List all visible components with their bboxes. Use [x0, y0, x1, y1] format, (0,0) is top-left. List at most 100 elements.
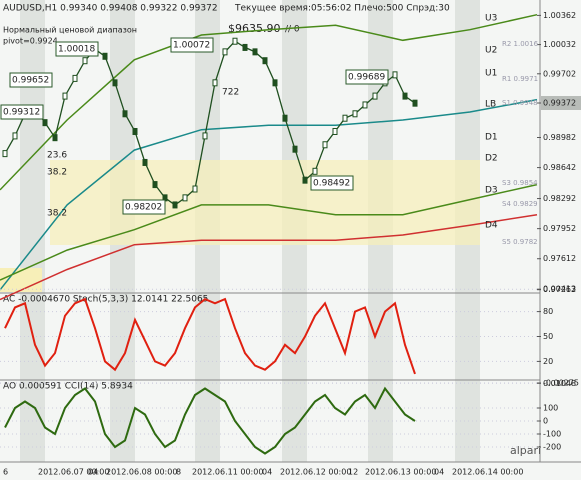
band [0, 98, 538, 291]
annotation: 1.00018 [58, 45, 95, 55]
candle [112, 79, 118, 87]
candle [62, 92, 68, 100]
candle [72, 74, 78, 82]
level-label: D3 [485, 186, 498, 196]
zone [0, 268, 42, 292]
candle [152, 181, 158, 189]
y-tick-label: 0.98642 [543, 163, 576, 172]
y-tick-label: 0.98292 [543, 194, 576, 203]
candle [292, 145, 298, 153]
level-label: D1 [485, 133, 498, 143]
price-box [541, 96, 581, 110]
y-tick-label: 0.01048 [543, 379, 576, 388]
level-label: LB [485, 100, 496, 110]
candle [202, 132, 208, 140]
x-tick-label: 2012.06.12 00:00 [280, 468, 351, 477]
label-box [55, 41, 99, 57]
y-tick-label: -0.00275 [543, 378, 579, 387]
candle [212, 79, 218, 87]
annotation: 1.00072 [173, 41, 210, 51]
y-tick-label: -200 [543, 443, 561, 452]
candle [362, 101, 368, 109]
y-tick-label: 0 [543, 417, 548, 426]
y-tick-label: -100 [543, 430, 561, 439]
candle [242, 43, 248, 51]
x-tick-label: 04 [88, 468, 98, 477]
candle [132, 127, 138, 135]
info: Нормальный ценовой диапазон [3, 26, 137, 35]
annotation: 0.99312 [3, 108, 40, 118]
x-tick-label: 2012.06.14 00:00 [452, 468, 523, 477]
annotation: 38.2 [47, 168, 67, 178]
y-tick-label: 1.00362 [543, 11, 576, 20]
x-tick-label: 04 [434, 468, 444, 477]
candle [172, 201, 178, 209]
candle [222, 48, 228, 56]
candle [102, 52, 108, 60]
status: Текущее время:05:56:02 Плечо:500 Спрэд:3… [234, 4, 450, 14]
label-box [345, 69, 389, 85]
candle [312, 167, 318, 175]
annotation: 0.99652 [12, 76, 49, 86]
y-tick-label: 0.97262 [543, 285, 576, 294]
level-label: U1 [485, 69, 497, 79]
candle [82, 57, 88, 65]
x-tick-label: 12 [348, 468, 358, 477]
label-box [9, 72, 53, 88]
x-tick-label: 6 [3, 468, 8, 477]
x-tick-label: 04 [262, 468, 272, 477]
candle [322, 141, 328, 149]
y-tick-label: 50 [543, 332, 553, 341]
panel-title: AC -0.0004670 Stoch(5,3,3) 12.0141 22.50… [3, 295, 208, 305]
candle [282, 114, 288, 122]
level-label: U3 [485, 14, 497, 24]
candle [252, 48, 258, 56]
x-tick-label: 2012.06.11 00:00 [192, 468, 263, 477]
annotation: 23.6 [47, 151, 67, 161]
stoch-line [4, 297, 416, 375]
candle [412, 99, 418, 107]
candle [262, 57, 268, 65]
candle [122, 110, 128, 118]
label-box [122, 199, 166, 215]
panel-title: AO 0.000591 CCI(14) 5.8934 [3, 382, 133, 392]
y-tick-label: 0.97952 [543, 224, 576, 233]
zone [50, 160, 480, 245]
info: pivot=0.9924 [3, 37, 58, 46]
x-tick-label: 8 [176, 468, 181, 477]
y-tick-label: 80 [543, 307, 553, 316]
cci-line [4, 386, 416, 455]
pivot-label: S1 0.9948 [502, 99, 538, 107]
candle [352, 110, 358, 118]
annotation: 0.98202 [125, 203, 162, 213]
label-box [310, 175, 354, 191]
candle [302, 176, 308, 184]
x-tick-label: 2012.06.07 00:00 [38, 468, 109, 477]
candle [392, 71, 398, 79]
candle [12, 132, 18, 140]
annotation: 722 [222, 88, 239, 98]
annotation: 0.99689 [348, 73, 385, 83]
label-box [170, 37, 214, 53]
x-tick-label: 2012.06.13 00:00 [365, 468, 436, 477]
pending: // 0 [285, 25, 300, 35]
logo: alpari [510, 444, 541, 457]
pivot-label: S5 0.9782 [502, 238, 538, 246]
y-tick-label: 0.00413 [543, 285, 576, 294]
pivot-label: R2 1.0016 [502, 40, 539, 48]
y-tick-label: 0.99372 [543, 98, 576, 107]
y-tick-label: 0.99702 [543, 69, 576, 78]
candle [182, 194, 188, 202]
candle [232, 37, 238, 45]
candle [402, 92, 408, 100]
symbol: AUDUSD,H1 0.99340 0.99408 0.99322 0.9937… [3, 4, 218, 14]
pivot-label: S3 0.9854 [502, 179, 538, 187]
level-label: D4 [485, 221, 498, 231]
band [0, 183, 538, 281]
y-tick-label: 0.97612 [543, 254, 576, 263]
candle [332, 127, 338, 135]
annotation: 38.2 [47, 209, 67, 219]
pivot-label: S4 0.9829 [502, 200, 538, 208]
level-label: U2 [485, 46, 497, 56]
pivot-label: R1 0.9971 [502, 75, 538, 83]
